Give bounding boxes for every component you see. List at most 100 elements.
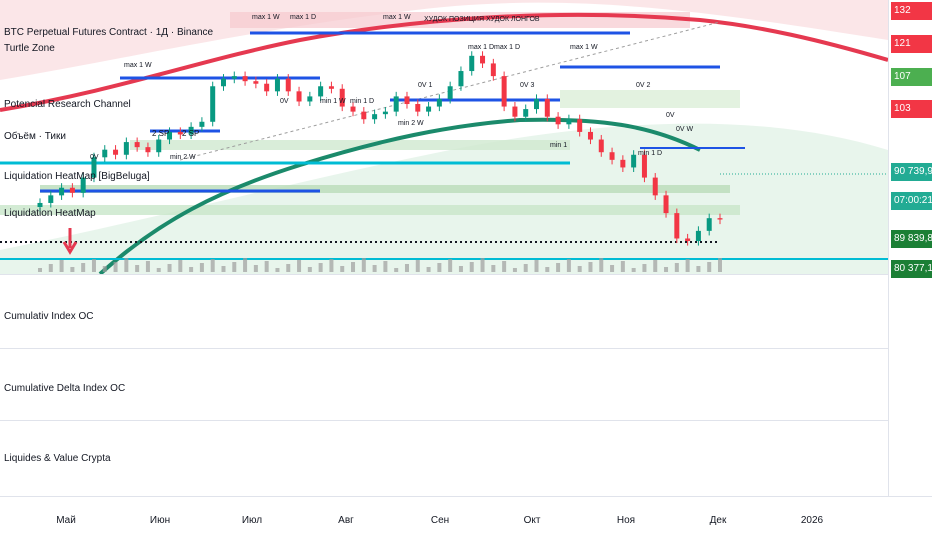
price-label: 80 377,1: [891, 260, 932, 278]
volume-bar: [102, 266, 107, 272]
candle: [307, 96, 313, 102]
volume-bar: [189, 267, 194, 272]
candle: [296, 91, 302, 102]
pane-scale[interactable]: [888, 274, 932, 348]
candle: [620, 159, 626, 168]
volume-bar: [264, 261, 269, 272]
volume-bar: [232, 262, 237, 272]
chart-annotation: ХУДОК ПОЗИЦИЯ ХУДОК ЛОНГОВ: [424, 16, 540, 23]
volume-bar: [70, 267, 75, 272]
legend-liquidation-heatmap[interactable]: Liquidation HeatMap: [4, 208, 96, 219]
volume-bar: [372, 265, 377, 272]
legend-potencial-research[interactable]: Potencial Research Channel: [4, 99, 131, 110]
volume-bar: [253, 265, 258, 272]
liquidity-zone: [40, 185, 730, 193]
legend-volume[interactable]: Объём · Тики: [4, 131, 66, 142]
candle: [102, 149, 108, 158]
pane-cumulativ-index[interactable]: Cumulativ Index OC: [0, 274, 888, 349]
pane-title[interactable]: Cumulativ Index OC: [4, 311, 94, 322]
chart-annotation: max 1 D: [290, 14, 317, 21]
pane-title[interactable]: Liquides & Value Crypta: [4, 453, 111, 464]
candle: [404, 96, 410, 105]
candle: [123, 142, 129, 155]
ma-red-line: [0, 12, 888, 112]
volume-bar: [307, 267, 312, 272]
legend-turtle-zone[interactable]: Turtle Zone: [4, 43, 55, 54]
candle: [242, 76, 248, 82]
volume-bar: [59, 260, 64, 272]
pane-scale[interactable]: [888, 420, 932, 496]
price-label: 107 457,9: [891, 68, 932, 100]
pane-liquides-value[interactable]: Liquides & Value Crypta: [0, 420, 888, 497]
candle: [80, 177, 86, 193]
volume-bar: [674, 263, 679, 272]
candle: [652, 177, 658, 196]
chart-annotation: min 1 D: [350, 98, 375, 105]
price-scale[interactable]: 132 409,6 121 610,3 107 457,9 103 429,4 …: [888, 0, 932, 278]
candle: [167, 131, 173, 140]
candle: [37, 202, 43, 208]
time-axis-label: Дек: [709, 515, 727, 526]
chart-annotation: 0V: [90, 154, 99, 161]
price-chart[interactable]: [0, 0, 888, 274]
chart-annotation: 0V: [280, 98, 289, 105]
chart-annotation: max 1 W: [252, 14, 280, 21]
volume-bar: [523, 264, 528, 272]
volume-bar: [534, 260, 539, 272]
chart-annotation: min 1 W: [320, 98, 346, 105]
symbol-title[interactable]: BTC Perpetual Futures Contract · 1Д · Bi…: [4, 27, 214, 38]
volume-bar: [167, 264, 172, 272]
legend-liquidation-heatmap-bigbeluga[interactable]: Liquidation HeatMap [BigBeluga]: [4, 171, 150, 182]
ma-green-line: [98, 117, 701, 274]
candle: [663, 195, 669, 214]
volume-bar: [275, 268, 280, 272]
volume-bar: [707, 262, 712, 272]
volume-bar: [178, 260, 183, 272]
candle: [113, 149, 119, 155]
chart-annotation: 2 SP: [152, 129, 170, 138]
candle: [393, 96, 399, 112]
main-chart-pane[interactable]: BTC Perpetual Futures Contract · 1Д · Bi…: [0, 0, 888, 274]
chart-annotation: min 2 W: [398, 120, 424, 127]
candle: [231, 76, 237, 79]
volume-bar: [718, 258, 722, 272]
chart-annotation: max 1 D: [494, 44, 521, 51]
pane-title[interactable]: Cumulative Delta Index OC: [4, 383, 126, 394]
volume-bar: [221, 266, 226, 272]
candle: [577, 119, 583, 132]
time-axis[interactable]: Май Июн Июл Авг Сен Окт Ноя Дек 2026: [0, 496, 932, 551]
volume-bar: [437, 263, 442, 272]
candle: [328, 86, 334, 89]
candle: [415, 104, 421, 112]
volume-bar: [91, 259, 96, 272]
candle: [641, 154, 647, 178]
chart-annotation: max 1 D: [468, 44, 495, 51]
volume-bar: [685, 259, 690, 272]
pane-cumulative-delta-index[interactable]: Cumulative Delta Index OC: [0, 348, 888, 421]
volume-bar: [81, 263, 86, 272]
volume-bar: [642, 264, 647, 272]
candle: [458, 71, 464, 87]
pane-scale[interactable]: [888, 348, 932, 420]
candle: [199, 121, 205, 127]
liquidity-zone: [560, 90, 740, 108]
volume-bar: [599, 258, 604, 272]
candle: [523, 109, 529, 117]
volume-bar: [696, 266, 701, 272]
time-axis-label: Июн: [149, 515, 171, 526]
volume-bar: [351, 262, 356, 272]
candle: [48, 195, 54, 203]
red-cloud-band: [0, 0, 888, 80]
volume-bar: [404, 264, 409, 272]
volume-bars-group: [38, 258, 722, 272]
candle: [674, 213, 680, 239]
chart-annotation: 0V: [666, 112, 675, 119]
candle: [631, 154, 637, 168]
chart-annotation: min 1: [550, 142, 568, 149]
volume-bar: [415, 260, 420, 272]
green-cloud-band: [0, 123, 888, 274]
price-label: 132 409,6: [891, 2, 932, 34]
candle: [318, 86, 324, 97]
volume-bar: [156, 268, 161, 272]
candle: [134, 142, 140, 148]
